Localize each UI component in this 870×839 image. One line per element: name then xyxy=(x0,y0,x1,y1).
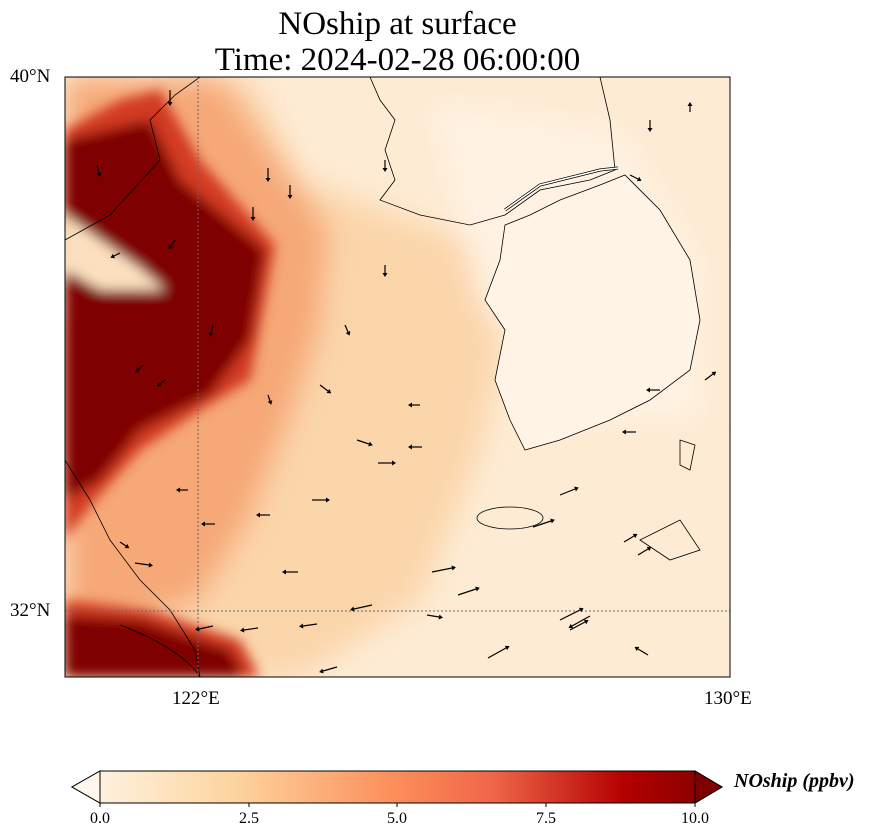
wind-arrow xyxy=(250,207,256,221)
wind-arrow xyxy=(119,541,130,549)
colorbar-tick-10: 10.0 xyxy=(681,810,709,827)
wind-arrow xyxy=(312,497,330,503)
wind-vectors xyxy=(96,90,717,674)
wind-arrow xyxy=(96,164,102,177)
colorbar-bar xyxy=(70,770,723,804)
colorbar-tick-0: 0.0 xyxy=(90,810,110,827)
colorbar-ticks xyxy=(99,803,696,807)
wind-arrow xyxy=(622,429,636,435)
wind-arrow xyxy=(256,512,270,518)
wind-arrow xyxy=(156,379,166,387)
lon-label-130e: 130°E xyxy=(704,688,752,709)
wind-arrow xyxy=(267,394,273,405)
map-panel xyxy=(65,77,730,677)
wind-arrow xyxy=(110,252,121,259)
wind-arrow xyxy=(382,265,388,277)
wind-arrow xyxy=(135,364,144,373)
wind-arrow xyxy=(378,460,396,466)
wind-arrow xyxy=(287,185,293,199)
wind-arrow xyxy=(457,586,480,596)
wind-arrow xyxy=(637,546,652,556)
plot-title-line1: NOship at surface xyxy=(278,6,517,42)
coastline-bohai-korea-north xyxy=(369,77,616,226)
wind-arrow xyxy=(208,324,214,337)
wind-arrow xyxy=(647,120,653,132)
wind-arrow xyxy=(167,90,173,106)
wind-arrow xyxy=(201,521,215,527)
wind-arrow xyxy=(623,533,638,543)
wind-arrow xyxy=(532,518,555,528)
colorbar-tick-5: 5.0 xyxy=(387,810,407,827)
wind-arrow xyxy=(487,645,510,659)
korean-peninsula xyxy=(484,174,701,451)
tsushima-island xyxy=(679,439,696,471)
wind-arrow xyxy=(559,607,584,621)
wind-arrow xyxy=(629,174,642,182)
wind-arrow xyxy=(265,168,271,182)
colorbar-label: NOship (ppbv) xyxy=(734,770,855,792)
yangtze-estuary xyxy=(119,624,201,677)
wind-arrow xyxy=(240,627,259,633)
gridlines xyxy=(65,77,730,677)
plot-title-line2: Time: 2024-02-28 06:00:00 xyxy=(214,42,581,78)
colorbar-extend-low xyxy=(70,770,101,804)
lat-label-40n: 40°N xyxy=(10,66,51,87)
wind-arrow xyxy=(176,487,188,493)
colorbar xyxy=(70,770,723,807)
coastline-china-east xyxy=(65,459,201,677)
wind-arrow xyxy=(634,646,649,656)
wind-arrow xyxy=(569,619,589,631)
wind-arrow xyxy=(408,402,420,408)
wind-arrow xyxy=(344,324,351,336)
wind-arrow xyxy=(319,384,332,394)
wind-arrow xyxy=(704,371,717,381)
wind-arrow xyxy=(426,614,443,620)
colorbar-extend-high xyxy=(694,770,723,804)
wind-arrow xyxy=(408,444,422,450)
high-concentration-band xyxy=(65,90,275,677)
jeju-island xyxy=(476,506,544,530)
wind-arrow xyxy=(299,623,318,629)
coastlines xyxy=(65,77,701,677)
wind-arrow xyxy=(168,239,176,250)
wind-arrow xyxy=(431,565,456,573)
wind-arrow xyxy=(382,160,388,172)
wind-arrow xyxy=(568,615,591,629)
map-frame xyxy=(64,76,731,678)
wind-arrow xyxy=(356,439,373,447)
colorbar-tick-2-5: 2.5 xyxy=(239,810,259,827)
coastline-liaodong xyxy=(65,77,201,241)
wind-arrow xyxy=(559,486,579,496)
wind-arrow xyxy=(350,604,373,612)
kyushu-coast xyxy=(639,519,701,561)
lon-label-122e: 122°E xyxy=(172,688,220,709)
wind-arrow xyxy=(195,625,214,632)
wind-arrow xyxy=(282,569,298,575)
wind-arrow xyxy=(134,562,153,568)
wind-arrow xyxy=(646,387,660,393)
wind-arrow xyxy=(687,102,693,112)
lat-label-32n: 32°N xyxy=(10,600,51,621)
wind-arrow xyxy=(319,666,338,674)
border-line-inner xyxy=(504,167,619,211)
colorbar-tick-7-5: 7.5 xyxy=(536,810,556,827)
